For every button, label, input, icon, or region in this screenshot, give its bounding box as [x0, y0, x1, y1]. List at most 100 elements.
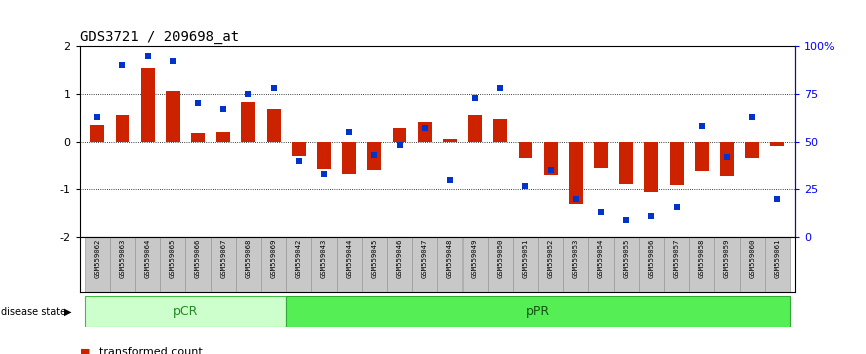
Bar [236, 237, 261, 292]
Bar [210, 237, 236, 292]
Text: GSM559050: GSM559050 [497, 238, 503, 278]
Point [317, 171, 331, 177]
Bar [287, 237, 312, 292]
Text: GSM559047: GSM559047 [422, 238, 428, 278]
Text: ▶: ▶ [63, 307, 71, 316]
Point [417, 125, 431, 131]
Bar [720, 142, 734, 176]
Text: pPR: pPR [526, 305, 550, 318]
Text: GSM559065: GSM559065 [170, 238, 176, 278]
Point [267, 85, 281, 91]
Point [166, 58, 180, 64]
Text: GSM559068: GSM559068 [245, 238, 251, 278]
Bar [110, 237, 135, 292]
Text: GSM559056: GSM559056 [649, 238, 655, 278]
Text: GSM559061: GSM559061 [774, 238, 780, 278]
Bar [312, 237, 337, 292]
Bar [695, 142, 708, 171]
Bar [85, 237, 110, 292]
Bar [619, 142, 633, 184]
Text: ■: ■ [80, 347, 90, 354]
Point [619, 217, 633, 223]
Bar [387, 237, 412, 292]
Text: pCR: pCR [173, 305, 198, 318]
Bar [216, 132, 230, 142]
Bar [166, 91, 180, 142]
Text: GSM559069: GSM559069 [270, 238, 276, 278]
Point [392, 143, 406, 148]
Bar [644, 142, 658, 192]
Bar [544, 142, 558, 175]
Bar [494, 119, 507, 142]
Text: GSM559062: GSM559062 [94, 238, 100, 278]
Bar [746, 142, 759, 158]
Bar [412, 237, 437, 292]
Point [443, 177, 457, 183]
Bar [469, 115, 482, 142]
Bar [669, 142, 683, 185]
Point [494, 85, 507, 91]
Bar [443, 139, 457, 142]
Point [695, 124, 708, 129]
Point [292, 158, 306, 164]
Bar [714, 237, 740, 292]
Text: GSM559052: GSM559052 [547, 238, 553, 278]
Text: disease state: disease state [1, 307, 66, 316]
Point [141, 53, 155, 58]
Bar [362, 237, 387, 292]
Bar [141, 68, 155, 142]
Point [669, 204, 683, 210]
Bar [337, 237, 362, 292]
Text: GSM559043: GSM559043 [321, 238, 327, 278]
Bar [437, 237, 462, 292]
Text: GSM559063: GSM559063 [120, 238, 126, 278]
Bar [342, 142, 356, 174]
Bar [90, 125, 104, 142]
Text: GSM559044: GSM559044 [346, 238, 352, 278]
Text: GDS3721 / 209698_at: GDS3721 / 209698_at [80, 30, 239, 44]
Bar [639, 237, 664, 292]
Text: GSM559048: GSM559048 [447, 238, 453, 278]
Text: GSM559060: GSM559060 [749, 238, 755, 278]
Bar [185, 237, 210, 292]
Point [90, 114, 104, 120]
Point [216, 106, 230, 112]
Point [569, 196, 583, 202]
Point [746, 114, 759, 120]
Bar [135, 237, 160, 292]
Bar [267, 109, 281, 142]
Point [115, 62, 129, 68]
Bar [614, 237, 639, 292]
Bar [569, 142, 583, 204]
Text: GSM559045: GSM559045 [372, 238, 378, 278]
Text: GSM559059: GSM559059 [724, 238, 730, 278]
Text: transformed count: transformed count [99, 347, 203, 354]
Text: GSM559067: GSM559067 [220, 238, 226, 278]
Bar [367, 142, 381, 170]
Bar [160, 237, 185, 292]
Bar [115, 115, 129, 142]
Bar [261, 237, 286, 292]
Bar [740, 237, 765, 292]
Point [367, 152, 381, 158]
Bar [664, 237, 689, 292]
Bar [462, 237, 488, 292]
Bar [392, 128, 406, 142]
Bar [538, 237, 563, 292]
Text: GSM559058: GSM559058 [699, 238, 705, 278]
Bar [771, 142, 785, 147]
Text: GSM559055: GSM559055 [624, 238, 630, 278]
Bar [594, 142, 608, 168]
Bar [85, 296, 286, 327]
Text: GSM559066: GSM559066 [195, 238, 201, 278]
Text: GSM559054: GSM559054 [598, 238, 604, 278]
Point [469, 95, 482, 101]
Point [720, 154, 734, 160]
Bar [287, 296, 790, 327]
Point [242, 91, 255, 97]
Bar [563, 237, 588, 292]
Text: GSM559046: GSM559046 [397, 238, 403, 278]
Point [771, 196, 785, 202]
Point [519, 183, 533, 188]
Bar [317, 142, 331, 169]
